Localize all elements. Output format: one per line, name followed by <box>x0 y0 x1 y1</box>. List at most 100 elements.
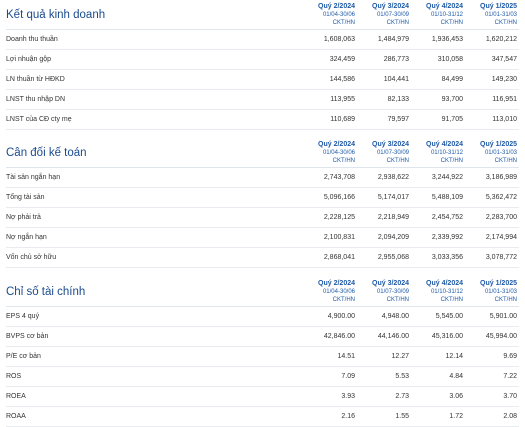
column-quarter[interactable]: Quý 2/2024 <box>318 141 355 148</box>
row-value: 1,608,063 <box>323 36 355 43</box>
row-value: 2.16 <box>341 413 355 420</box>
table-row: EPS 4 quý 4,900.00 4,948.00 5,545.00 5,9… <box>6 307 519 327</box>
table-row: Lợi nhuận gộp 324,459 286,773 310,058 34… <box>6 50 519 70</box>
row-label: Lợi nhuận gộp <box>6 56 52 63</box>
row-value: 3.93 <box>341 393 355 400</box>
row-value: 93,700 <box>441 96 463 103</box>
row-value: 347,547 <box>491 56 517 63</box>
row-label: ROS <box>6 373 22 380</box>
column-header[interactable]: Quý 1/2025 01/01-31/03 CKT/HN <box>463 138 517 167</box>
column-quarter[interactable]: Quý 1/2025 <box>480 280 517 287</box>
column-range: 01/01-31/03 <box>484 150 517 156</box>
row-value: 310,058 <box>437 56 463 63</box>
row-value: 82,133 <box>387 96 409 103</box>
column-range: 01/04-30/06 <box>322 12 355 18</box>
column-unit: CKT/HN <box>494 297 517 303</box>
column-quarter[interactable]: Quý 1/2025 <box>480 141 517 148</box>
column-unit: CKT/HN <box>386 20 409 26</box>
table-row: P/E cơ bản 14.51 12.27 12.14 9.69 <box>6 347 519 367</box>
row-value: 286,773 <box>383 56 409 63</box>
column-unit: CKT/HN <box>440 297 463 303</box>
column-unit: CKT/HN <box>440 20 463 26</box>
column-header[interactable]: Quý 4/2024 01/10-31/12 CKT/HN <box>409 277 463 306</box>
column-quarter[interactable]: Quý 1/2025 <box>480 3 517 10</box>
column-header[interactable]: Quý 2/2024 01/04-30/06 CKT/HN <box>301 277 355 306</box>
table-row: LNST thu nhập DN 113,955 82,133 93,700 1… <box>6 90 519 110</box>
section-spacer <box>6 130 519 138</box>
row-value: 1,484,979 <box>377 36 409 43</box>
column-range: 01/07-30/09 <box>376 150 409 156</box>
row-value: 2,218,949 <box>377 214 409 221</box>
table-row: ROEA 3.93 2.73 3.06 3.70 <box>6 387 519 407</box>
row-label: Vốn chủ sở hữu <box>6 254 57 261</box>
row-value: 91,705 <box>441 116 463 123</box>
section-header: Cân đối kế toán Quý 2/2024 01/04-30/06 C… <box>6 138 519 168</box>
column-header[interactable]: Quý 3/2024 01/07-30/09 CKT/HN <box>355 0 409 29</box>
table-row: Tổng tài sản 5,096,166 5,174,017 5,488,1… <box>6 188 519 208</box>
row-value: 3,033,356 <box>431 254 463 261</box>
table-row: BVPS cơ bản 42,846.00 44,146.00 45,316.0… <box>6 327 519 347</box>
row-value: 104,441 <box>383 76 409 83</box>
column-range: 01/10-31/12 <box>430 289 463 295</box>
row-label: ROAA <box>6 413 26 420</box>
row-value: 2,938,622 <box>377 174 409 181</box>
column-header[interactable]: Quý 1/2025 01/01-31/03 CKT/HN <box>463 0 517 29</box>
row-value: 149,230 <box>491 76 517 83</box>
row-value: 113,955 <box>330 96 355 103</box>
row-value: 1,620,212 <box>485 36 517 43</box>
column-quarter[interactable]: Quý 2/2024 <box>318 3 355 10</box>
section-income: Kết quả kinh doanh Quý 2/2024 01/04-30/0… <box>6 0 519 130</box>
column-header[interactable]: Quý 3/2024 01/07-30/09 CKT/HN <box>355 277 409 306</box>
column-quarter[interactable]: Quý 3/2024 <box>372 280 409 287</box>
row-label: Tài sản ngắn hạn <box>6 174 61 181</box>
row-value: 3,244,922 <box>431 174 463 181</box>
row-value: 1.72 <box>449 413 463 420</box>
row-value: 5,096,166 <box>323 194 355 201</box>
column-range: 01/04-30/06 <box>322 150 355 156</box>
column-quarter[interactable]: Quý 4/2024 <box>426 141 463 148</box>
row-value: 7.09 <box>341 373 355 380</box>
row-value: 1.55 <box>395 413 409 420</box>
row-label: ROEA <box>6 393 26 400</box>
row-label: LNST của CĐ cty mẹ <box>6 116 72 123</box>
column-range: 01/10-31/12 <box>430 150 463 156</box>
row-value: 9.69 <box>503 353 517 360</box>
row-value: 2,955,068 <box>377 254 409 261</box>
column-header[interactable]: Quý 2/2024 01/04-30/06 CKT/HN <box>301 138 355 167</box>
section-header: Chỉ số tài chính Quý 2/2024 01/04-30/06 … <box>6 277 519 307</box>
column-unit: CKT/HN <box>494 158 517 164</box>
row-value: 5,362,472 <box>485 194 517 201</box>
column-header[interactable]: Quý 4/2024 01/10-31/12 CKT/HN <box>409 0 463 29</box>
row-value: 42,846.00 <box>323 333 355 340</box>
column-header[interactable]: Quý 3/2024 01/07-30/09 CKT/HN <box>355 138 409 167</box>
column-unit: CKT/HN <box>332 20 355 26</box>
row-value: 44,146.00 <box>377 333 409 340</box>
column-unit: CKT/HN <box>332 297 355 303</box>
column-quarter[interactable]: Quý 4/2024 <box>426 3 463 10</box>
row-value: 110,689 <box>330 116 355 123</box>
row-value: 12.27 <box>391 353 409 360</box>
row-value: 5,545.00 <box>435 313 463 320</box>
column-quarter[interactable]: Quý 4/2024 <box>426 280 463 287</box>
column-quarter[interactable]: Quý 3/2024 <box>372 141 409 148</box>
row-value: 2,743,708 <box>323 174 355 181</box>
row-value: 144,586 <box>329 76 355 83</box>
table-row: ROAA 2.16 1.55 1.72 2.08 <box>6 407 519 427</box>
column-header[interactable]: Quý 2/2024 01/04-30/06 CKT/HN <box>301 0 355 29</box>
row-value: 113,010 <box>492 116 517 123</box>
row-value: 2,174,994 <box>485 234 517 241</box>
column-header[interactable]: Quý 4/2024 01/10-31/12 CKT/HN <box>409 138 463 167</box>
row-value: 2,228,125 <box>323 214 355 221</box>
row-value: 3,186,989 <box>485 174 517 181</box>
row-value: 4.84 <box>449 373 463 380</box>
column-quarter[interactable]: Quý 3/2024 <box>372 3 409 10</box>
row-value: 3.70 <box>503 393 517 400</box>
row-value: 1,936,453 <box>431 36 463 43</box>
column-header[interactable]: Quý 1/2025 01/01-31/03 CKT/HN <box>463 277 517 306</box>
column-quarter[interactable]: Quý 2/2024 <box>318 280 355 287</box>
row-value: 2,339,992 <box>431 234 463 241</box>
column-unit: CKT/HN <box>494 20 517 26</box>
column-range: 01/07-30/09 <box>376 12 409 18</box>
row-value: 3,078,772 <box>485 254 517 261</box>
column-range: 01/10-31/12 <box>430 12 463 18</box>
